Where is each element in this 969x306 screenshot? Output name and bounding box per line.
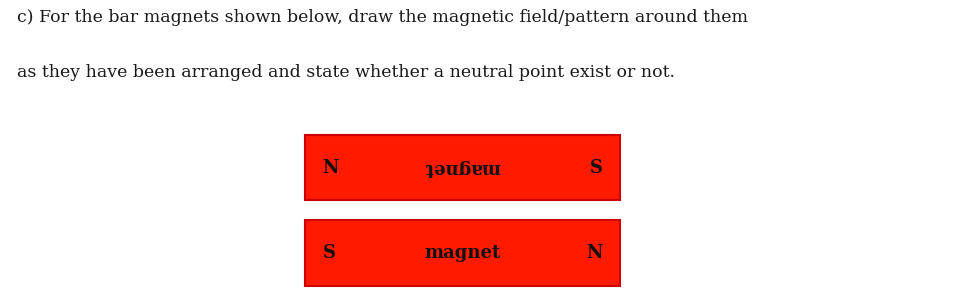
Text: magnet: magnet bbox=[424, 244, 501, 262]
Text: magnet: magnet bbox=[424, 159, 501, 177]
Text: c) For the bar magnets shown below, draw the magnetic field/pattern around them: c) For the bar magnets shown below, draw… bbox=[17, 9, 748, 26]
Text: S: S bbox=[590, 159, 603, 177]
Bar bbox=[305, 220, 620, 286]
Text: N: N bbox=[586, 244, 603, 262]
Bar bbox=[305, 135, 620, 200]
Text: N: N bbox=[323, 159, 339, 177]
Text: S: S bbox=[323, 244, 335, 262]
Text: as they have been arranged and state whether a neutral point exist or not.: as they have been arranged and state whe… bbox=[17, 64, 675, 81]
